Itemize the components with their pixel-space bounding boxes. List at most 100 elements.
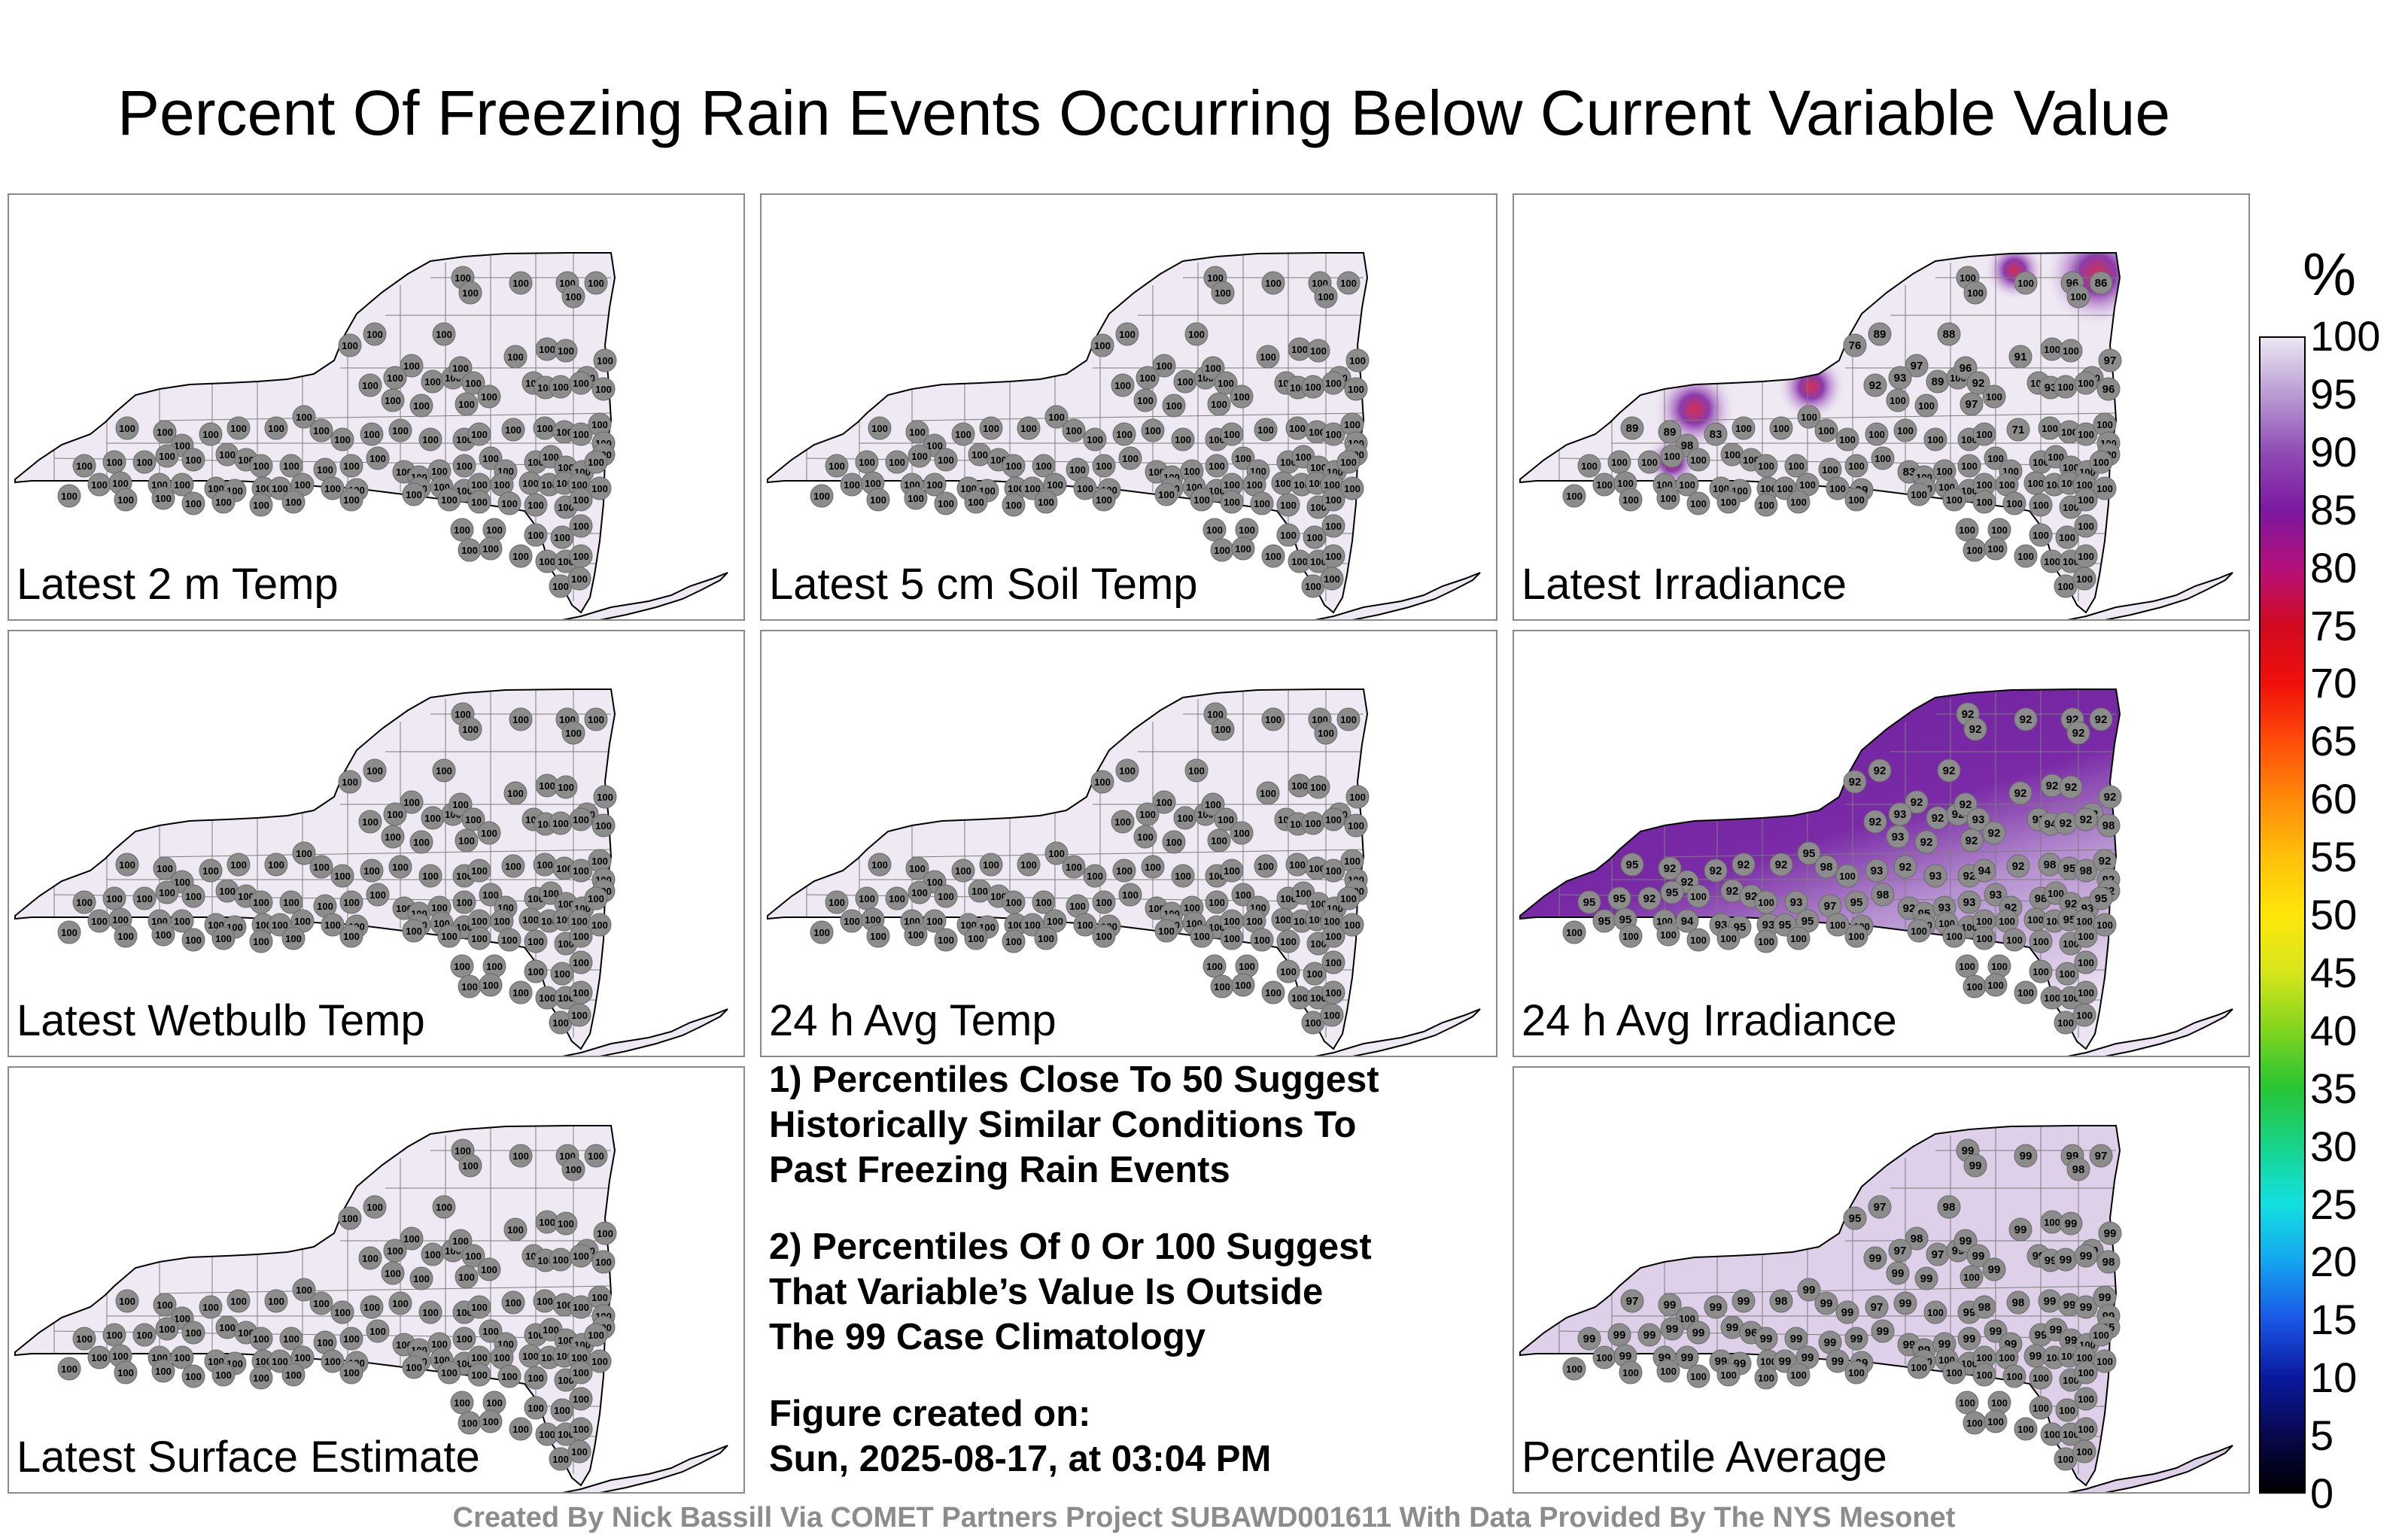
station-marker: 100 <box>509 1417 533 1441</box>
station-value: 100 <box>1306 532 1323 543</box>
station-marker: 100 <box>934 884 958 908</box>
station-marker: 100 <box>339 1360 363 1385</box>
station-value: 92 <box>2060 817 2072 830</box>
station-value: 100 <box>230 423 247 434</box>
station-value: 100 <box>1246 479 1263 491</box>
station-value: 100 <box>2063 938 2079 950</box>
station-marker: 100 <box>868 853 892 877</box>
station-marker: 100 <box>497 1364 521 1388</box>
station-value: 100 <box>2059 1405 2075 1416</box>
station-marker: 98 <box>1871 883 1895 907</box>
station-marker: 89 <box>1620 416 1644 440</box>
station-value: 96 <box>1960 362 1972 375</box>
station-value: 100 <box>2044 556 2060 567</box>
station-value: 100 <box>1991 961 2008 972</box>
station-marker: 100 <box>1034 490 1058 514</box>
station-marker: 76 <box>1843 333 1867 357</box>
station-value: 100 <box>1275 914 1291 926</box>
station-marker: 99 <box>1675 1345 1699 1369</box>
station-value: 100 <box>1289 423 1306 434</box>
station-value: 100 <box>573 1424 589 1435</box>
station-value: 100 <box>1265 551 1282 562</box>
station-value: 100 <box>1348 820 1364 831</box>
station-value: 100 <box>343 1367 360 1378</box>
station-value: 100 <box>1257 424 1274 436</box>
station-marker: 100 <box>381 1261 405 1285</box>
station-value: 95 <box>1779 919 1792 932</box>
station-value: 100 <box>1310 345 1327 357</box>
station-marker: 95 <box>1577 890 1601 914</box>
station-value: 100 <box>106 457 123 468</box>
station-marker: 100 <box>358 810 382 834</box>
station-marker: 100 <box>1987 518 2011 542</box>
station-value: 93 <box>2045 381 2057 394</box>
station-value: 100 <box>558 345 574 357</box>
station-marker: 100 <box>1314 284 1338 309</box>
panel-label: Latest Surface Estimate <box>17 1433 480 1482</box>
station-value: 100 <box>1679 479 1695 491</box>
station-value: 100 <box>1005 936 1022 947</box>
station-marker: 95 <box>1620 853 1644 877</box>
station-value: 96 <box>2102 383 2115 396</box>
station-value: 100 <box>387 809 403 820</box>
station-value: 100 <box>424 376 441 388</box>
station-marker: 100 <box>1344 813 1368 837</box>
station-value: 99 <box>1963 1306 1976 1319</box>
station-marker: 100 <box>421 806 445 830</box>
station-marker: 100 <box>1844 924 1868 948</box>
station-value: 100 <box>512 1424 529 1435</box>
station-marker: 100 <box>72 454 96 478</box>
station-marker: 100 <box>57 920 81 944</box>
station-value: 100 <box>1324 573 1340 585</box>
station-marker: 100 <box>450 1391 474 1415</box>
station-value: 100 <box>363 429 380 440</box>
station-marker: 100 <box>1017 416 1041 440</box>
station-value: 100 <box>911 451 928 462</box>
station-value: 92 <box>1932 812 1944 825</box>
station-value: 100 <box>215 497 232 508</box>
station-value: 99 <box>1938 1338 1951 1351</box>
station-value: 100 <box>573 1367 589 1378</box>
station-marker: 100 <box>1995 1345 2019 1369</box>
station-marker: 100 <box>409 1266 433 1290</box>
station-marker: 100 <box>549 375 573 399</box>
panel-label: Latest 2 m Temp <box>17 560 339 609</box>
station-marker: 100 <box>264 853 288 877</box>
station-marker: 100 <box>452 1327 476 1351</box>
station-value: 100 <box>1310 462 1327 473</box>
station-marker: 100 <box>1211 717 1235 741</box>
station-value: 100 <box>369 889 386 901</box>
station-value: 92 <box>1962 708 1975 721</box>
station-marker: 100 <box>1797 405 1821 429</box>
station-value: 95 <box>2095 892 2108 905</box>
station-marker: 97 <box>1888 1239 1912 1263</box>
station-marker: 100 <box>400 354 424 378</box>
state-fill <box>15 689 728 1056</box>
station-value: 100 <box>552 381 569 393</box>
station-marker: 92 <box>1732 853 1756 877</box>
station-marker: 100 <box>588 1349 612 1373</box>
station-marker: 100 <box>569 514 593 538</box>
station-value: 91 <box>2014 351 2027 363</box>
station-value: 100 <box>106 893 123 904</box>
station-value: 100 <box>1897 425 1914 436</box>
station-value: 100 <box>1959 961 1975 972</box>
station-value: 100 <box>285 1369 302 1381</box>
station-marker: 95 <box>1660 880 1684 904</box>
station-value: 100 <box>1235 453 1251 464</box>
station-marker: 100 <box>358 1246 382 1270</box>
station-marker: 98 <box>1814 855 1838 879</box>
station-value: 100 <box>556 1299 573 1311</box>
station-value: 88 <box>1943 328 1956 341</box>
station-value: 92 <box>1874 764 1887 777</box>
station-value: 100 <box>539 556 555 567</box>
station-marker: 100 <box>1732 416 1756 440</box>
station-marker: 100 <box>1754 890 1778 914</box>
station-marker: 100 <box>339 454 363 478</box>
station-marker: 100 <box>1173 806 1197 830</box>
station-value: 100 <box>1177 813 1193 824</box>
station-value: 98 <box>2102 819 2115 832</box>
